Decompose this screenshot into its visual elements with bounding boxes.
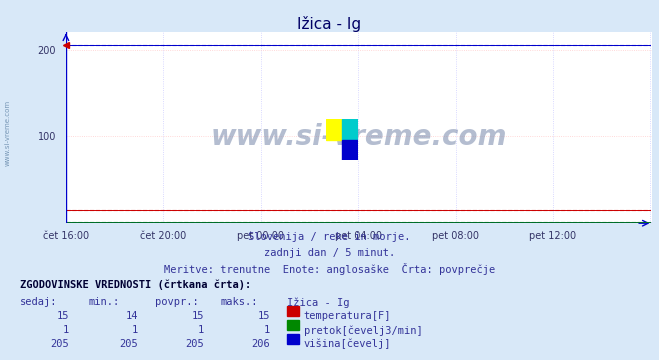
Text: Meritve: trenutne  Enote: anglosaške  Črta: povprečje: Meritve: trenutne Enote: anglosaške Črta… [164, 263, 495, 275]
Text: povpr.:: povpr.: [155, 297, 198, 307]
Text: temperatura[F]: temperatura[F] [304, 311, 391, 321]
Text: ZGODOVINSKE VREDNOSTI (črtkana črta):: ZGODOVINSKE VREDNOSTI (črtkana črta): [20, 279, 251, 289]
Bar [342, 139, 358, 160]
Bar [326, 119, 342, 139]
Text: 205: 205 [186, 339, 204, 349]
Text: maks.:: maks.: [221, 297, 258, 307]
Text: Ižica - Ig: Ižica - Ig [287, 297, 349, 307]
Text: višina[čevelj]: višina[čevelj] [304, 339, 391, 349]
Text: pretok[čevelj3/min]: pretok[čevelj3/min] [304, 325, 422, 336]
Text: 1: 1 [198, 325, 204, 335]
Text: 205: 205 [51, 339, 69, 349]
Text: Ižica - Ig: Ižica - Ig [297, 16, 362, 32]
Text: sedaj:: sedaj: [20, 297, 57, 307]
Text: 15: 15 [258, 311, 270, 321]
Text: 1: 1 [264, 325, 270, 335]
Text: 15: 15 [57, 311, 69, 321]
Text: 1: 1 [132, 325, 138, 335]
Text: 15: 15 [192, 311, 204, 321]
Text: Slovenija / reke in morje.: Slovenija / reke in morje. [248, 232, 411, 242]
Text: 14: 14 [126, 311, 138, 321]
Text: 206: 206 [252, 339, 270, 349]
Text: min.:: min.: [89, 297, 120, 307]
Text: 1: 1 [63, 325, 69, 335]
Bar [342, 119, 358, 139]
Text: www.si-vreme.com: www.si-vreme.com [211, 123, 507, 151]
Text: 205: 205 [120, 339, 138, 349]
Text: www.si-vreme.com: www.si-vreme.com [5, 100, 11, 166]
Text: zadnji dan / 5 minut.: zadnji dan / 5 minut. [264, 248, 395, 258]
